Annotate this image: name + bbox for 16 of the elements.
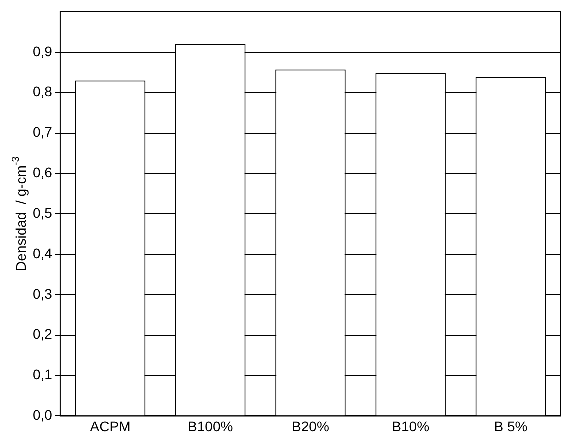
x-tick-label: ACPM [90, 418, 131, 434]
x-tick-label: B100% [188, 418, 234, 434]
y-tick-label: 0,0 [32, 407, 53, 424]
y-tick-label: 0,9 [32, 43, 53, 60]
y-tick-label: 0,4 [32, 245, 53, 262]
y-tick-label: 0,6 [32, 164, 53, 181]
y-tick-label: 0,2 [32, 326, 53, 342]
x-tick-label: B 5% [494, 418, 528, 434]
x-tick-label: B20% [292, 418, 330, 434]
y-tick-label: 0,7 [32, 124, 53, 140]
y-tick-label: 0,5 [32, 204, 53, 221]
y-axis-title: Densidad / g-cm-3 [10, 156, 29, 272]
x-tick-label: B10% [392, 418, 430, 434]
y-tick-label: 0,8 [32, 84, 53, 100]
y-tick-label: 0,3 [32, 286, 53, 302]
y-tick-label: 0,1 [32, 366, 53, 383]
